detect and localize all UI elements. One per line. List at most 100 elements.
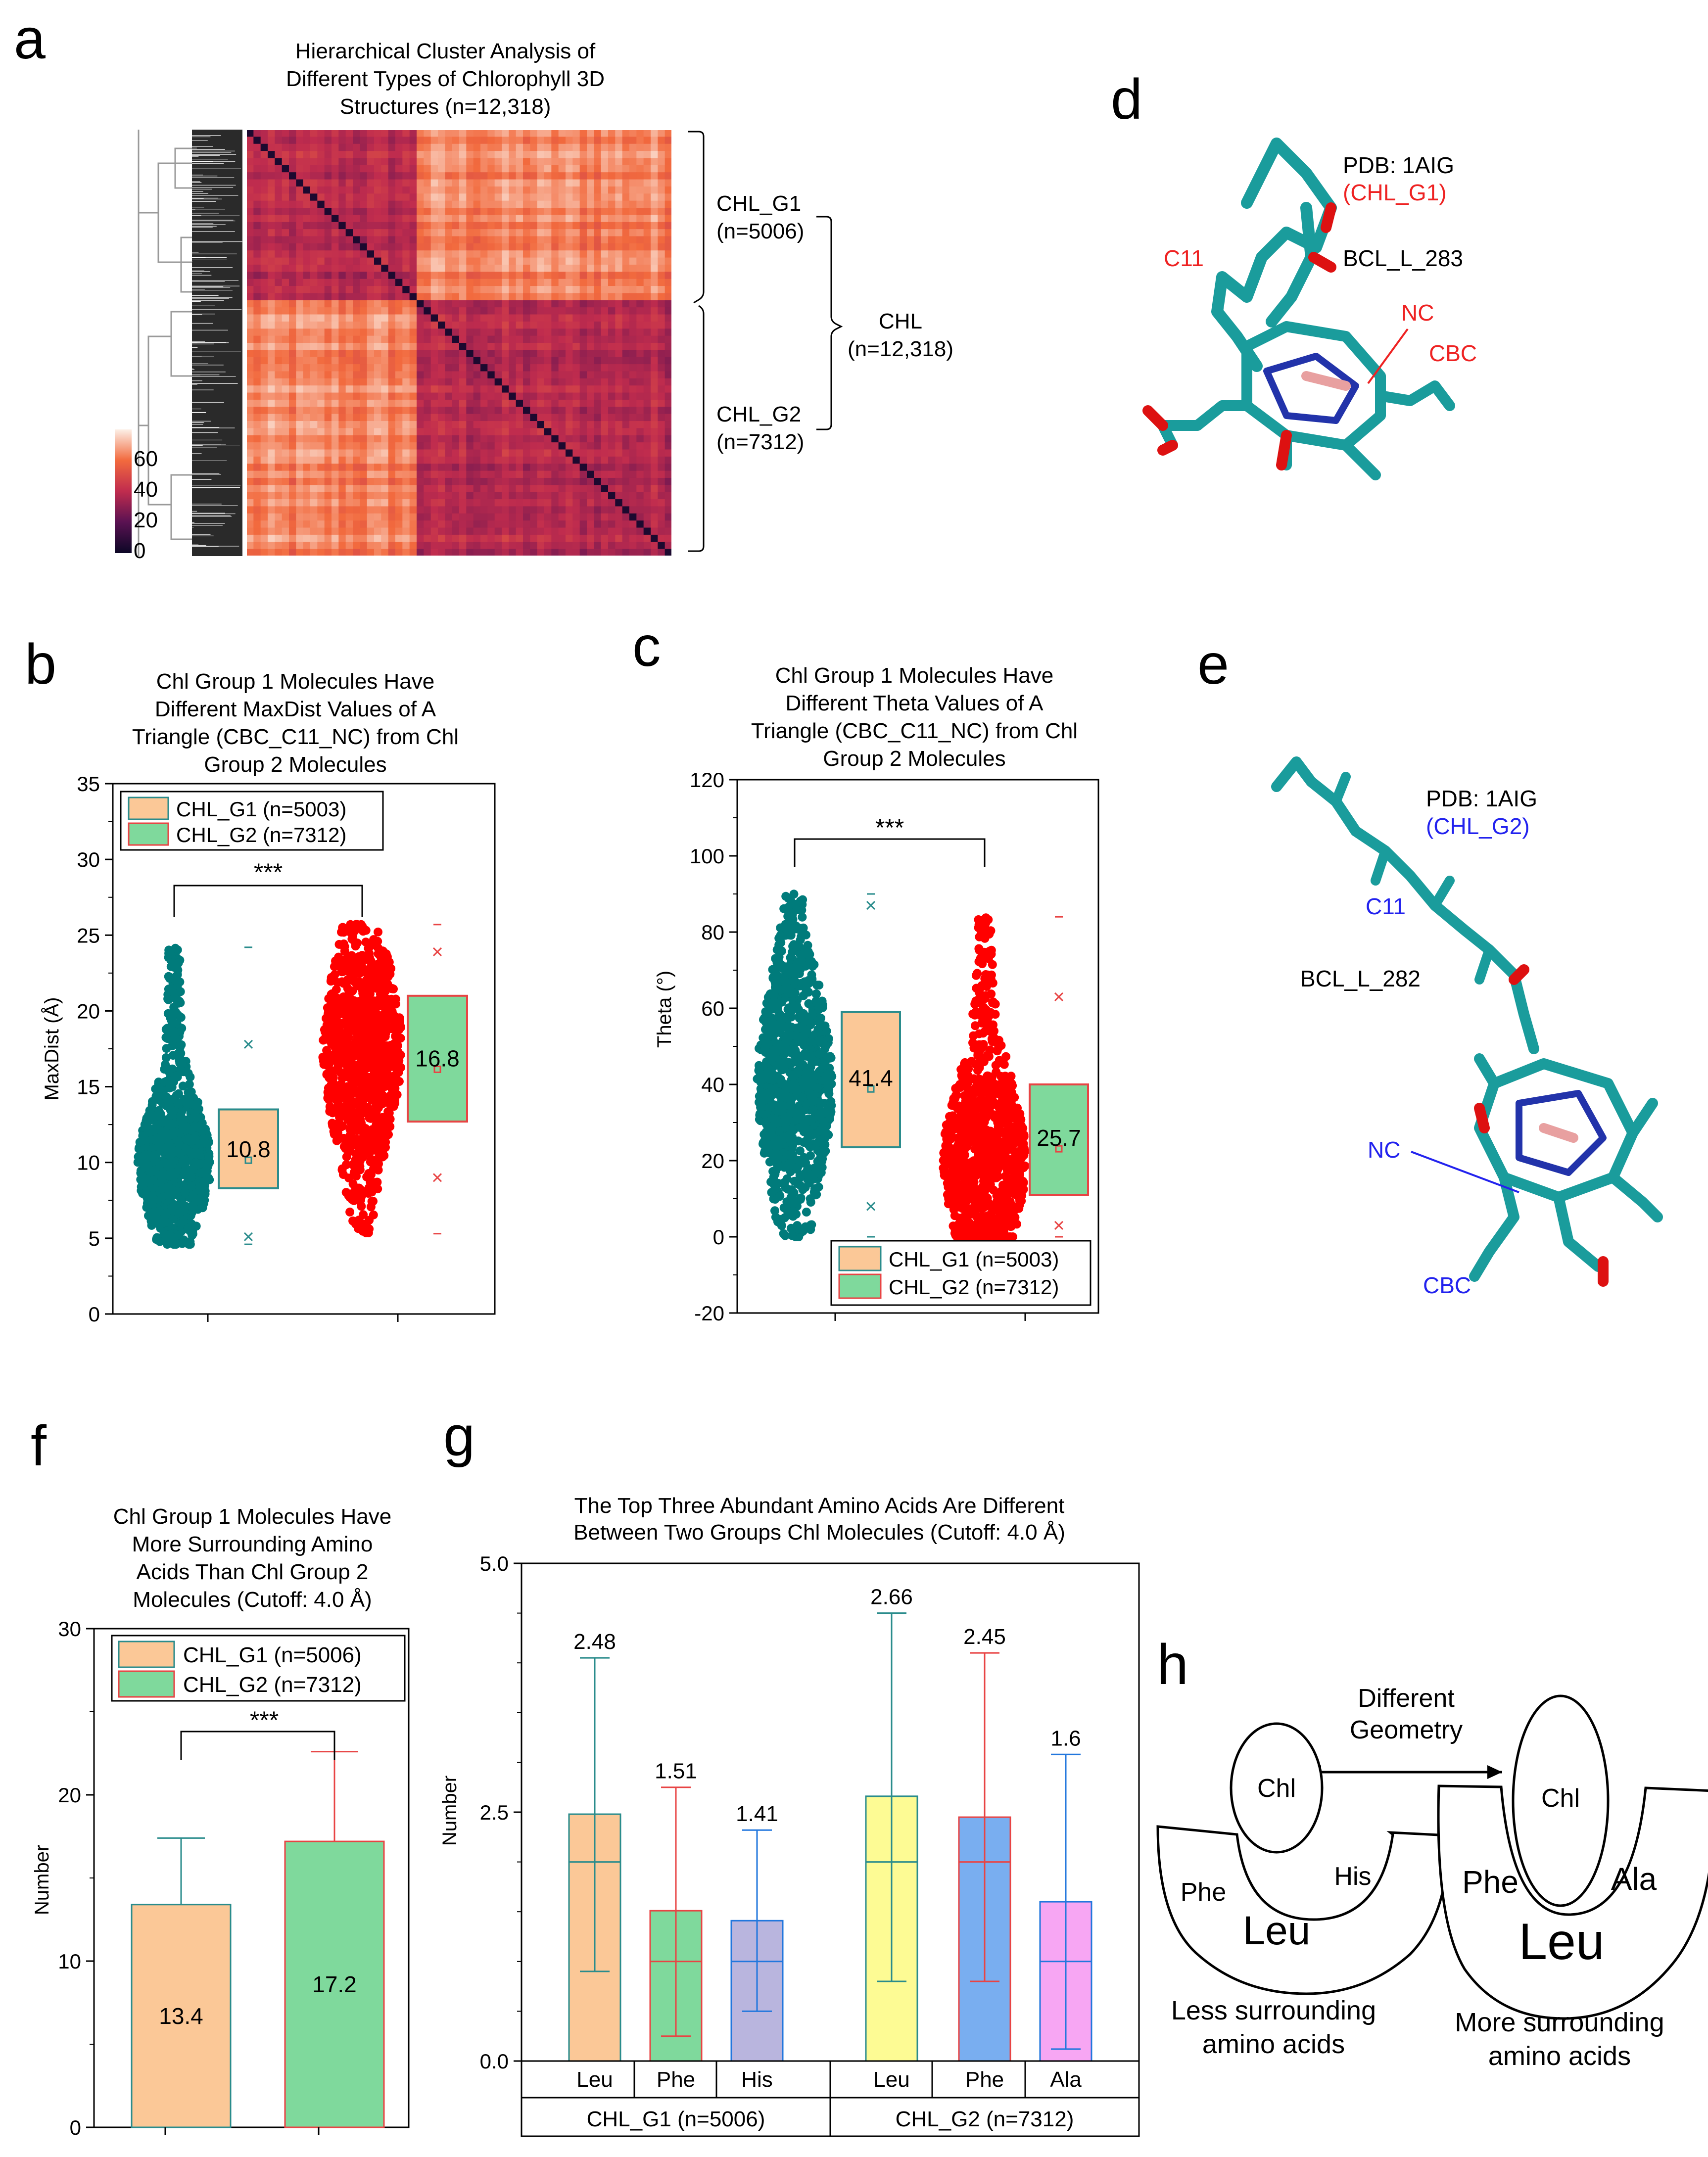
heatmap-cell	[622, 130, 630, 137]
heatmap-cell	[502, 172, 509, 180]
heatmap-cell	[466, 293, 474, 301]
heatmap-cell	[268, 314, 275, 322]
heatmap-cell	[430, 470, 438, 478]
heatmap-cell	[636, 236, 644, 244]
heatmap-cell	[664, 250, 672, 258]
molecule-d-ester	[1266, 202, 1317, 328]
heatmap-cell	[303, 321, 311, 329]
heatmap-cell	[360, 158, 368, 166]
heatmap-cell	[296, 499, 304, 507]
heatmap-cell	[268, 215, 275, 223]
heatmap-cell	[395, 186, 403, 194]
heatmap-cell	[430, 193, 438, 201]
heatmap-cell	[424, 250, 431, 258]
heatmap-cell	[594, 534, 602, 542]
heatmap-cell	[658, 314, 665, 322]
heatmap-cell	[367, 542, 375, 550]
heatmap-cell	[388, 399, 396, 407]
heatmap-cell	[345, 442, 353, 450]
heatmap-cell	[622, 158, 630, 166]
heatmap-cell	[395, 293, 403, 301]
heatmap-cell	[296, 527, 304, 535]
heatmap-cell	[253, 442, 261, 450]
heatmap-cell	[566, 158, 573, 166]
heatmap-cell	[572, 350, 580, 358]
heatmap-cell	[651, 222, 658, 230]
heatmap-cell	[430, 485, 438, 493]
heatmap-cell	[430, 151, 438, 159]
heatmap-cell	[651, 172, 658, 180]
heatmap-cell	[480, 257, 488, 265]
heatmap-cell	[587, 534, 594, 542]
heatmap-cell	[275, 186, 283, 194]
heatmap-cell	[367, 492, 375, 500]
heatmap-cell	[381, 470, 389, 478]
heatmap-cell	[374, 279, 381, 286]
heatmap-cell	[544, 392, 552, 400]
heatmap-cell	[544, 193, 552, 201]
heatmap-cell	[608, 464, 616, 471]
heatmap-cell	[268, 137, 275, 144]
heatmap-cell	[629, 151, 637, 159]
heatmap-cell	[566, 130, 573, 137]
heatmap-cell	[275, 257, 283, 265]
chart-b-g1-point	[186, 1073, 195, 1081]
heatmap-cell	[516, 421, 523, 428]
heatmap-cell	[509, 350, 517, 358]
heatmap-cell	[572, 421, 580, 428]
heatmap-cell	[558, 407, 566, 415]
heatmap-cell	[643, 513, 651, 521]
heatmap-cell	[430, 143, 438, 151]
heatmap-cell	[367, 193, 375, 201]
heatmap-cell	[367, 279, 375, 286]
heatmap-cell	[629, 414, 637, 422]
heatmap-frame	[246, 129, 672, 557]
heatmap-cell	[509, 392, 517, 400]
heatmap-cell	[594, 272, 602, 280]
chart-b-y-tick-label: 25	[77, 924, 100, 947]
heatmap-cell	[388, 236, 396, 244]
heatmap-cell	[275, 279, 283, 286]
heatmap-cell	[651, 506, 658, 514]
heatmap-cell	[629, 399, 637, 407]
heatmap-cell	[615, 208, 623, 215]
heatmap-cell	[502, 143, 509, 151]
heatmap-cell	[664, 186, 672, 194]
heatmap-cell	[480, 272, 488, 280]
heatmap-cell	[594, 449, 602, 457]
heatmap-cell	[544, 464, 552, 471]
heatmap-cell	[395, 193, 403, 201]
heatmap-cell	[374, 456, 381, 464]
heatmap-cell	[452, 200, 460, 208]
heatmap-cell	[360, 300, 368, 308]
heatmap-cell	[572, 464, 580, 471]
heatmap-cell	[282, 321, 289, 329]
heatmap-cell	[544, 470, 552, 478]
heatmap-cell	[430, 477, 438, 485]
heatmap-cell	[658, 492, 665, 500]
heatmap-cell	[289, 442, 296, 450]
heatmap-cell	[268, 435, 275, 443]
heatmap-cell	[643, 542, 651, 550]
heatmap-cell	[494, 371, 502, 379]
heatmap-cell	[275, 421, 283, 428]
heatmap-cell	[594, 456, 602, 464]
heatmap-cell	[509, 143, 517, 151]
heatmap-cell	[282, 549, 289, 557]
heatmap-cell	[643, 328, 651, 336]
heatmap-cell	[317, 407, 325, 415]
heatmap-cell	[353, 229, 360, 237]
heatmap-cell	[275, 499, 283, 507]
heatmap-cell	[296, 321, 304, 329]
heatmap-cell	[601, 421, 609, 428]
heatmap-cell	[615, 307, 623, 315]
heatmap-cell	[502, 335, 509, 343]
heatmap-cell	[438, 272, 445, 280]
heatmap-cell	[530, 513, 538, 521]
heatmap-cell	[544, 499, 552, 507]
heatmap-cell	[651, 215, 658, 223]
heatmap-cell	[509, 520, 517, 528]
heatmap-cell	[615, 328, 623, 336]
heatmap-cell	[445, 215, 453, 223]
heatmap-cell	[289, 343, 296, 350]
